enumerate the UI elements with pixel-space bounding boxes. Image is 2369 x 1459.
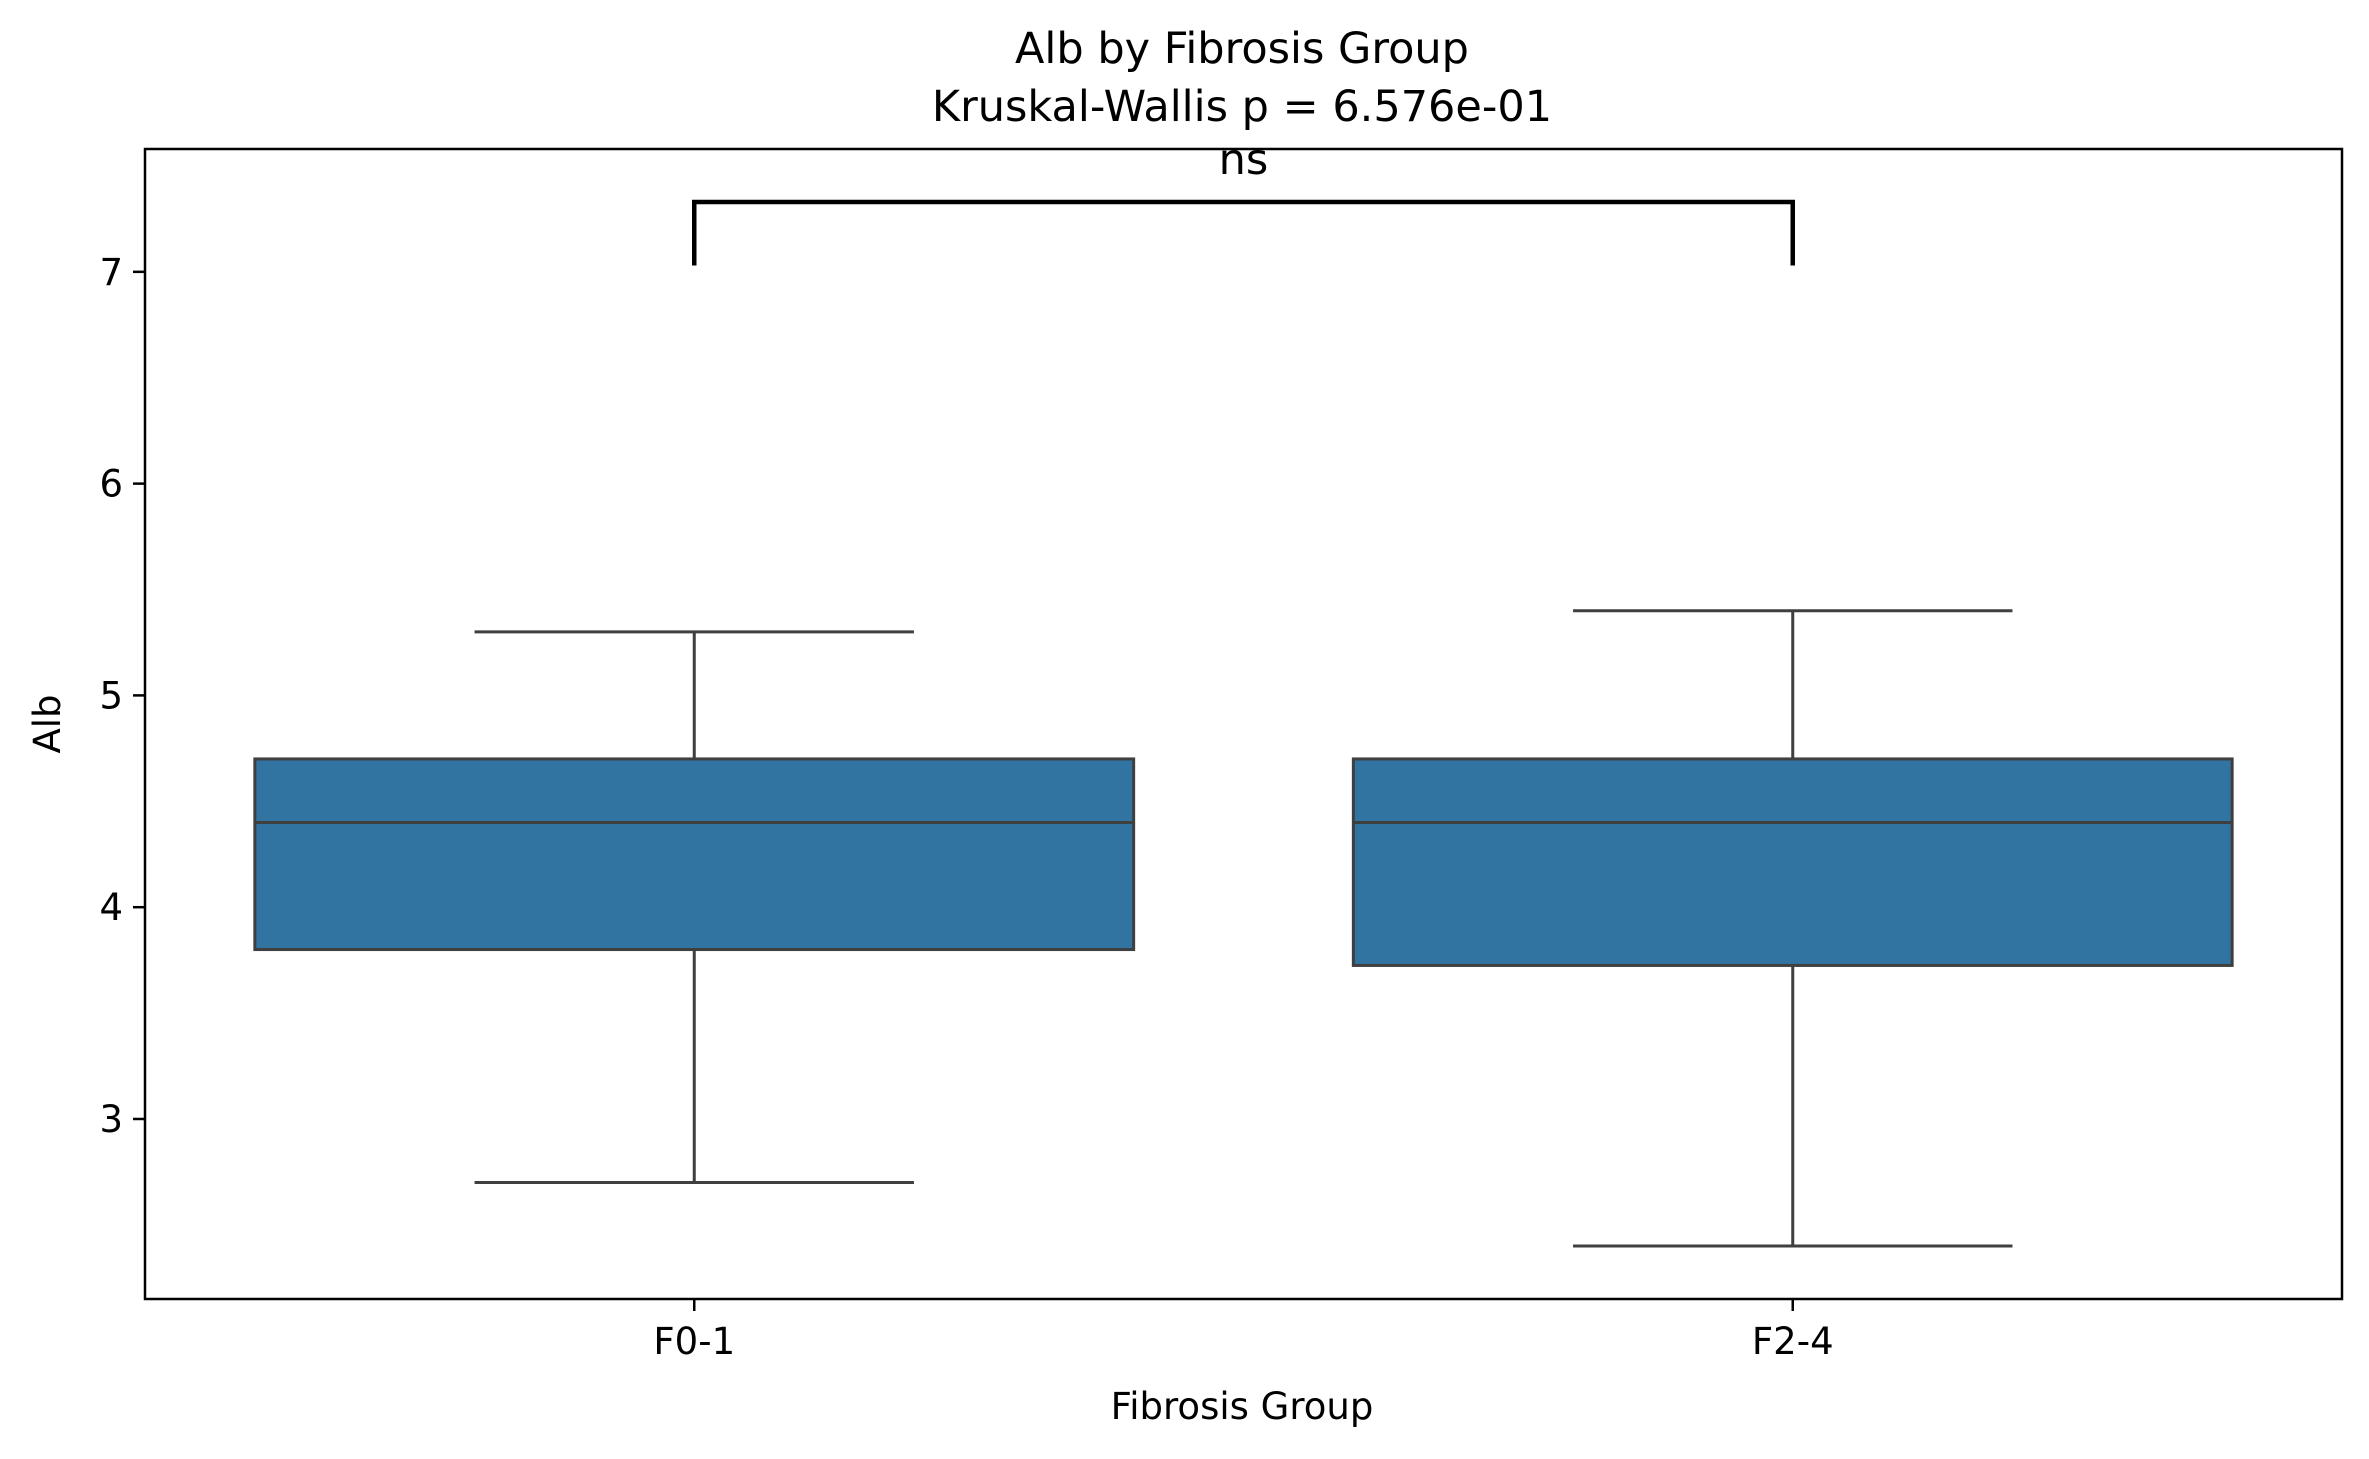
y-tick-label: 5 (99, 674, 123, 717)
plot-frame (143, 147, 2344, 1301)
box-iqr (1351, 757, 2234, 967)
y-axis-label: Alb (26, 694, 69, 753)
significance-label: ns (1219, 135, 1269, 185)
box-F0-1 (253, 630, 1136, 1185)
significance-bracket (692, 199, 1795, 266)
y-tick-label: 4 (99, 886, 123, 929)
box-iqr (253, 757, 1136, 952)
y-axis: 3 4 5 6 7 (99, 251, 145, 1141)
x-tick-label: F0-1 (653, 1320, 735, 1363)
chart-title: Alb by Fibrosis Group (1015, 24, 1469, 74)
y-tick-label: 6 (99, 463, 123, 506)
x-axis: F0-1 F2-4 (653, 1299, 1834, 1363)
chart-subtitle: Kruskal-Wallis p = 6.576e-01 (932, 82, 1552, 132)
plot-marks: ns (253, 135, 2234, 1248)
x-tick-label: F2-4 (1752, 1320, 1834, 1363)
box-F2-4 (1351, 609, 2234, 1248)
x-axis-label: Fibrosis Group (1111, 1385, 1374, 1428)
y-tick-label: 3 (99, 1098, 123, 1141)
y-tick-label: 7 (99, 251, 123, 294)
